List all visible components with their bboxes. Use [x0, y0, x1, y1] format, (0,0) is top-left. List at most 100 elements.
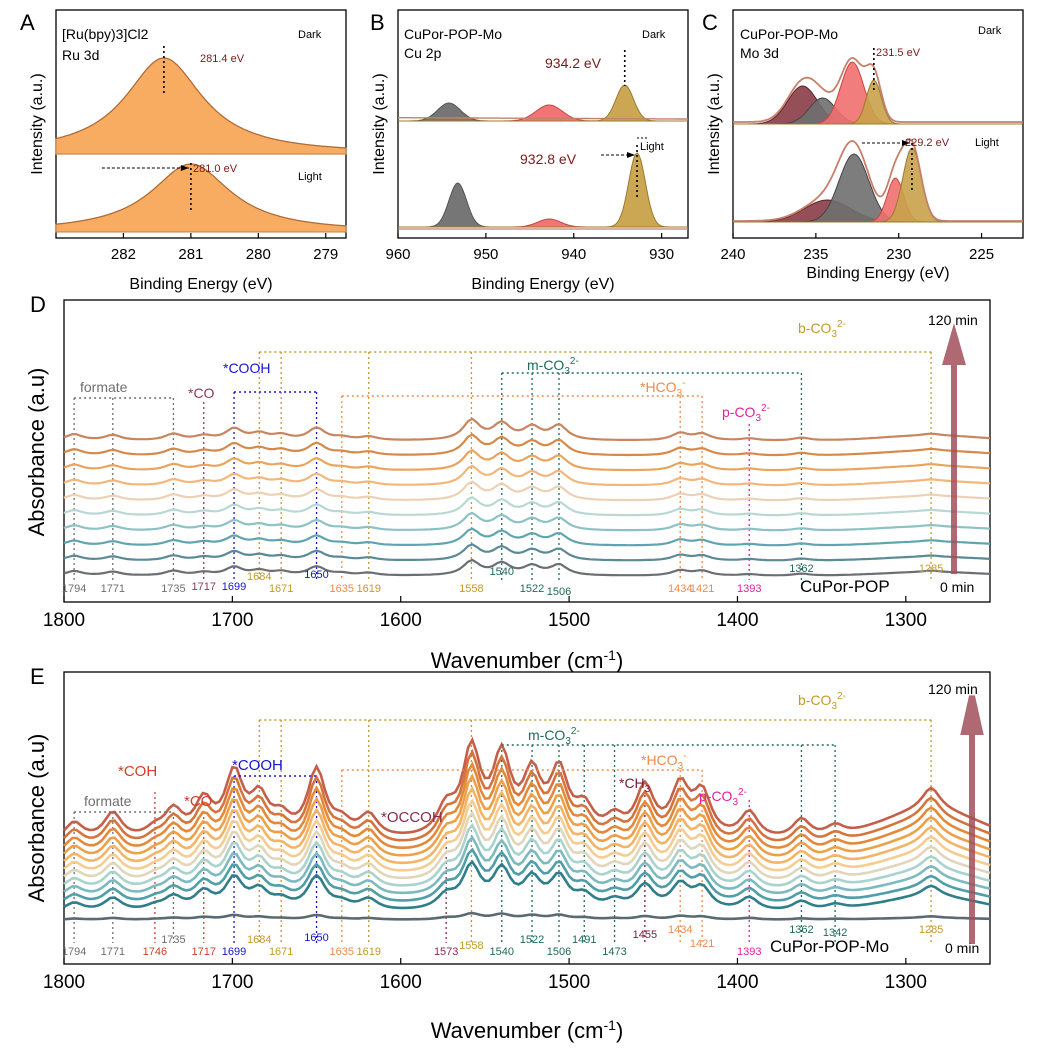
panel-d-group-hco3: *HCO3-: [640, 378, 685, 399]
panel-e-spectrum-6: [63, 798, 991, 872]
panel-a-light-envelope: [55, 163, 347, 227]
panel-d-spectrum-9: [63, 417, 991, 442]
panel-d-sample-label: CuPor-POP: [800, 577, 890, 596]
panel-d-spectra: [63, 417, 991, 577]
panel-c-ylabel: Intensity (a.u.): [706, 73, 723, 174]
panel-d-peak-label-1434: 1434: [668, 583, 692, 595]
panel-e-peak-label-1421: 1421: [690, 938, 714, 950]
panel-label-d: D: [30, 292, 46, 317]
panel-d-spectrum-4: [63, 496, 991, 517]
panel-d-group-p-co3: p-CO32-: [722, 403, 770, 424]
panel-b-ylabel: Intensity (a.u.): [371, 73, 388, 174]
panel-e-peak-label-1794: 1794: [62, 946, 86, 958]
panel-d-peak-label-1671: 1671: [269, 583, 293, 595]
panel-e-peak-label-1540: 1540: [490, 946, 514, 958]
panel-d-ticklabel-1800: 1800: [43, 610, 85, 631]
panel-d-peak-label-1558: 1558: [459, 583, 483, 595]
panel-e-time-arrow: [960, 695, 984, 944]
panel-b-xticks: 960 950 940 930: [385, 233, 674, 263]
panel-d-peak-label-1540: 1540: [490, 566, 514, 578]
panel-d-group-b-co3: b-CO32-: [798, 319, 846, 340]
panel-d-peak-guides: [73, 352, 932, 580]
panel-b-ticklabel-930: 930: [649, 246, 674, 263]
panel-e-group-hco3: *HCO3-: [641, 751, 686, 772]
panel-e-peak-label-1434: 1434: [668, 924, 692, 936]
panel-a-ylabel: Intensity (a.u.): [29, 73, 46, 174]
panel-e-peak-label-1558: 1558: [459, 940, 483, 952]
panel-e-spectrum-8: [63, 773, 991, 857]
panel-a-light-peak-label: 281.0 eV: [193, 163, 238, 175]
panel-a-xlabel: Binding Energy (eV): [129, 276, 272, 293]
panel-e-spectrum-0: [63, 911, 991, 921]
panel-e-frame: [63, 671, 991, 965]
panel-b-frame: [397, 9, 689, 239]
panel-a-subtitle: Ru 3d: [62, 47, 99, 63]
panel-d-peak-label-1717: 1717: [191, 581, 215, 593]
panel-c-dark-peak-label: 231.5 eV: [876, 47, 921, 59]
panel-e-spectra: [63, 736, 991, 921]
panel-d-frame: [63, 299, 991, 603]
panel-c-title: CuPor-POP-Mo: [740, 26, 838, 42]
panel-c-light-label: Light: [975, 137, 999, 149]
panel-e-peak-label-1342: 1342: [823, 927, 847, 939]
panel-e-spectrum-9: [63, 761, 991, 849]
panel-d-xticks: 1800 1700 1600 1500 1400 1300: [43, 596, 927, 631]
panel-e-cooh-label: *COOH: [232, 757, 283, 774]
panel-b-ticklabel-940: 940: [561, 246, 586, 263]
panel-e-peak-label-1285: 1285: [919, 924, 943, 936]
panel-a-ticklabel-281: 281: [178, 246, 203, 263]
panel-b-dark-peak-label: 934.2 eV: [545, 55, 602, 71]
panel-b-xlabel: Binding Energy (eV): [471, 276, 614, 293]
panel-a-xticks: 282 281 280 279: [111, 233, 338, 263]
panel-d-peak-label-1619: 1619: [356, 583, 380, 595]
panel-d-group-m-co3: m-CO32-: [527, 356, 579, 377]
panel-e-time-end: 120 min: [928, 681, 978, 697]
panel-d-peak-label-1522: 1522: [520, 583, 544, 595]
panel-e-peak-label-1771: 1771: [101, 946, 125, 958]
panel-d-time-start: 0 min: [940, 579, 974, 595]
panel-c-subtitle: Mo 3d: [740, 45, 779, 61]
panel-a-dark-peak-label: 281.4 eV: [200, 53, 245, 65]
panel-e-spectrum-4: [63, 822, 991, 887]
panel-e-peak-label-1650: 1650: [304, 932, 328, 944]
panel-a-dark-label: Dark: [298, 29, 322, 41]
panel-d-spectrum-3: [63, 511, 991, 532]
panel-b-dark-envelope: [398, 117, 688, 120]
panel-e-peak-label-1522: 1522: [520, 934, 544, 946]
panel-d-peak-label-1362: 1362: [789, 563, 813, 575]
panel-e-ylabel: Absorbance (a.u): [24, 734, 49, 903]
panel-e-peak-label-1455: 1455: [633, 929, 657, 941]
panel-b-dark-label: Dark: [642, 29, 666, 41]
panel-d-time-end: 120 min: [928, 312, 978, 328]
panel-e-group-labels: b-CO32- m-CO32- *HCO3- *CH3 p-CO32-: [74, 691, 932, 813]
panel-d-spectrum-6: [63, 464, 991, 487]
panel-b-light-label: Light: [640, 141, 664, 153]
panel-d-peak-label-1285: 1285: [919, 563, 943, 575]
panel-e-peak-label-1473: 1473: [602, 946, 626, 958]
panel-d-spectrum-5: [63, 480, 991, 502]
panel-b-xps-cu2p: CuPor-POP-Mo Cu 2p Dark Light 934.2 eV 9…: [371, 9, 689, 293]
panel-label-a: A: [20, 10, 35, 35]
panel-e-occoh-label: *OCCOH: [381, 809, 443, 826]
panel-e-coh-label: *COH: [118, 763, 157, 780]
panel-b-subtitle: Cu 2p: [404, 45, 442, 61]
panel-e-peak-label-1671: 1671: [269, 946, 293, 958]
panel-d-spectrum-0: [63, 558, 991, 577]
panel-e-xticks: 1800 1700 1600 1500 1400 1300: [43, 958, 927, 993]
panel-d-peak-label-1421: 1421: [690, 583, 714, 595]
panel-c-xlabel: Binding Energy (eV): [806, 265, 949, 282]
panel-a-dark-peak: [55, 57, 347, 155]
panel-c-ticklabel-225: 225: [969, 246, 994, 263]
panel-e-spectrum-5: [63, 810, 991, 880]
panel-c-shift-arrow-head: [901, 140, 910, 146]
panel-a-curves: [55, 46, 347, 233]
panel-c-xticks: 240 235 230 225: [720, 233, 994, 263]
panel-c-curves: [733, 48, 1023, 223]
panel-d-ticklabel-1300: 1300: [885, 610, 927, 631]
panel-b-light-peak-label: 932.8 eV: [520, 151, 577, 167]
panel-e-peak-label-1362: 1362: [789, 924, 813, 936]
panel-e-peak-label-1573: 1573: [434, 946, 458, 958]
panel-d-ticklabel-1600: 1600: [380, 610, 422, 631]
panel-d-peak-label-1393: 1393: [737, 583, 761, 595]
